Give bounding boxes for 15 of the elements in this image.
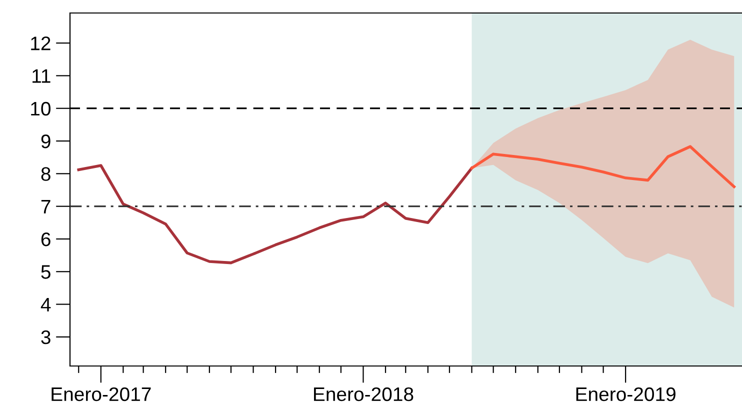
x-tick-label: Enero-2018 [314,387,414,402]
y-tick-label: 5 [41,265,50,279]
x-tick-label: Enero-2017 [52,387,151,402]
line-series [470,145,736,188]
y-tick-label: 8 [41,167,50,181]
y-tick-label: 6 [41,232,50,246]
y-tick-label: 3 [41,330,50,344]
y-tick-label: 4 [40,298,51,312]
y-tick-label: 9 [41,134,50,148]
y-tick-label: 11 [32,69,50,83]
x-tick-label: Enero-2019 [576,387,676,402]
y-tick-label: 10 [31,102,50,116]
line-series [77,164,474,264]
y-tick-label: 7 [41,200,50,214]
y-tick-label: 12 [31,36,50,50]
